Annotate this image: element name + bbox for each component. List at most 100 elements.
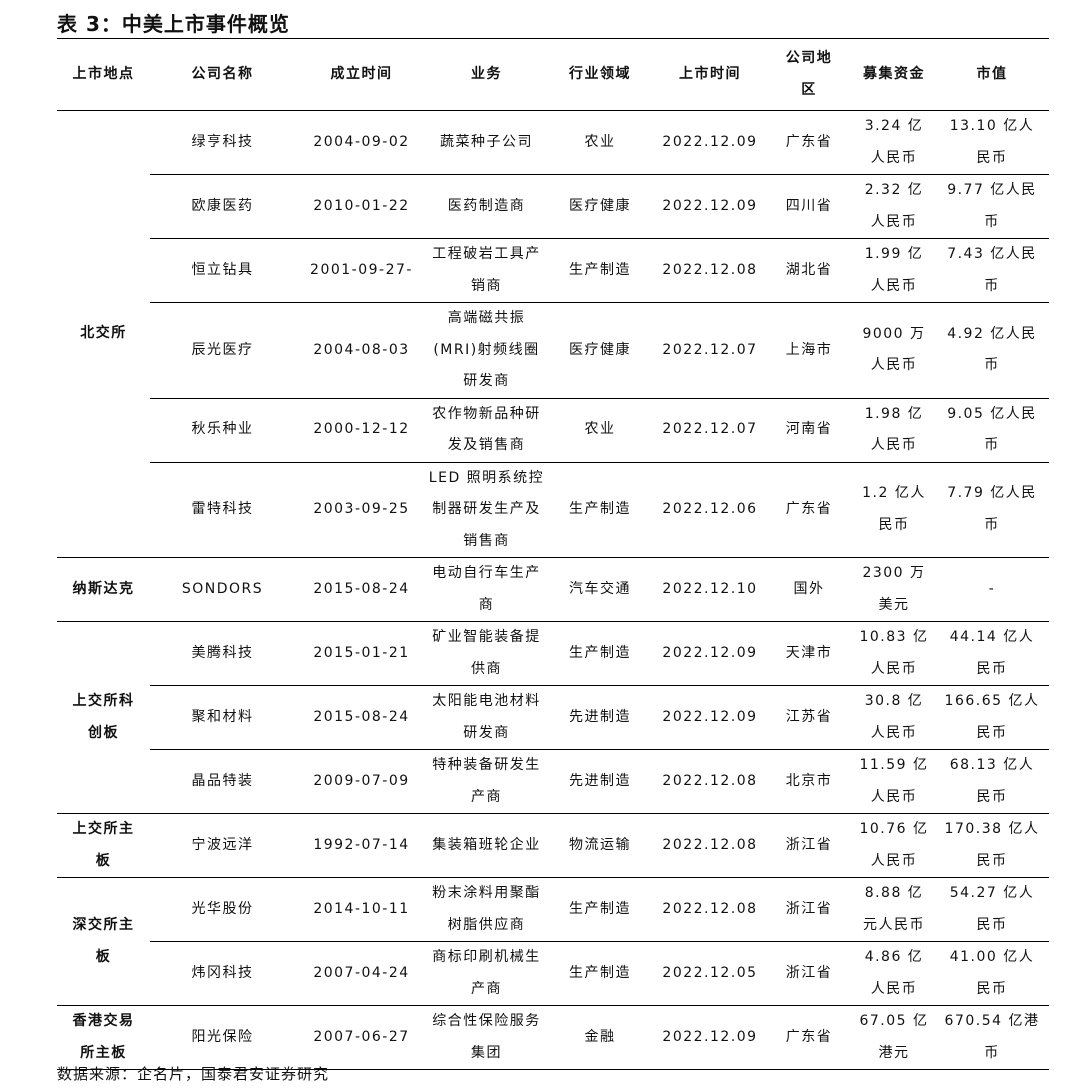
table-row: 辰光医疗 2004-08-03 高端磁共振 (MRI)射频线圈 研发商 医疗健康 202… xyxy=(57,302,1049,399)
market-cap: 7.43 亿人民 币 xyxy=(935,238,1049,303)
company-name: 光华股份 xyxy=(150,877,295,942)
company-name: 恒立钻具 xyxy=(150,238,295,303)
founded-date: 2015-08-24 xyxy=(295,685,428,750)
region: 广东省 xyxy=(765,110,853,175)
source-note: 数据来源：企名片，国泰君安证券研究 xyxy=(57,1065,330,1083)
founded-date: 2009-07-09 xyxy=(295,749,428,814)
table-row: 欧康医药 2010-01-22 医药制造商 医疗健康 2022.12.09 四川省 2.32… xyxy=(57,174,1049,239)
funds-raised: 1.98 亿 人民币 xyxy=(853,398,935,463)
market-cap: 166.65 亿人 民币 xyxy=(935,685,1049,750)
table-title: 表 3：中美上市事件概览 xyxy=(57,12,290,36)
business: 粉末涂料用聚酯 树脂供应商 xyxy=(428,877,545,942)
market-cap: 7.79 亿人民 币 xyxy=(935,462,1049,558)
funds-raised: 1.2 亿人 民币 xyxy=(853,462,935,558)
table-header-row: 上市地点 公司名称 成立时间 业务 行业领域 上市时间 公司地 区募集资金 市值 xyxy=(57,38,1049,111)
market-cap: 44.14 亿人 民币 xyxy=(935,621,1049,686)
company-name: 美腾科技 xyxy=(150,621,295,686)
company-name: 欧康医药 xyxy=(150,174,295,239)
listing-date: 2022.12.09 xyxy=(655,621,765,686)
industry: 医疗健康 xyxy=(545,302,655,399)
region: 北京市 xyxy=(765,749,853,814)
business: 太阳能电池材料 研发商 xyxy=(428,685,545,750)
listing-date: 2022.12.06 xyxy=(655,462,765,558)
ipo-events-table: 上市地点 公司名称 成立时间 业务 行业领域 上市时间 公司地 区募集资金 市值 北交所 绿亨科… xyxy=(57,38,1049,1070)
industry: 金融 xyxy=(545,1005,655,1070)
founded-date: 2004-08-03 xyxy=(295,302,428,399)
industry: 生产制造 xyxy=(545,238,655,303)
company-name: 聚和材料 xyxy=(150,685,295,750)
region: 国外 xyxy=(765,557,853,622)
industry: 汽车交通 xyxy=(545,557,655,622)
table-row: 聚和材料 2015-08-24 太阳能电池材料 研发商 先进制造 2022.12.09 江… xyxy=(57,685,1049,750)
funds-raised: 2300 万 美元 xyxy=(853,557,935,622)
market-cap: 9.77 亿人民 币 xyxy=(935,174,1049,239)
company-name: 辰光医疗 xyxy=(150,302,295,399)
market-cap: 9.05 亿人民 币 xyxy=(935,398,1049,463)
market-cap: 54.27 亿人 民币 xyxy=(935,877,1049,942)
column-header: 上市地点 xyxy=(57,38,150,111)
business: 商标印刷机械生 产商 xyxy=(428,941,545,1006)
industry: 先进制造 xyxy=(545,749,655,814)
column-header: 成立时间 xyxy=(295,38,428,111)
table-row: 雷特科技 2003-09-25 LED 照明系统控 制器研发生产及 销售商 生产制造 2… xyxy=(57,462,1049,558)
column-header: 公司名称 xyxy=(150,38,295,111)
industry: 物流运输 xyxy=(545,813,655,878)
company-name: 宁波远洋 xyxy=(150,813,295,878)
listing-date: 2022.12.08 xyxy=(655,813,765,878)
funds-raised: 2.32 亿 人民币 xyxy=(853,174,935,239)
business: 电动自行车生产 商 xyxy=(428,557,545,622)
table-row: 香港交易 所主板 阳光保险 2007-06-27 综合性保险服务 集团 金融 2022.1… xyxy=(57,1005,1049,1070)
column-header: 募集资金 xyxy=(853,38,935,111)
market-cap: 13.10 亿人 民币 xyxy=(935,110,1049,175)
region: 江苏省 xyxy=(765,685,853,750)
business: 高端磁共振 (MRI)射频线圈 研发商 xyxy=(428,302,545,399)
funds-raised: 8.88 亿 元人民币 xyxy=(853,877,935,942)
region: 天津市 xyxy=(765,621,853,686)
column-header: 上市时间 xyxy=(655,38,765,111)
founded-date: 2015-01-21 xyxy=(295,621,428,686)
company-name: SONDORS xyxy=(150,557,295,622)
market-cap: 41.00 亿人 民币 xyxy=(935,941,1049,1006)
funds-raised: 9000 万 人民币 xyxy=(853,302,935,399)
funds-raised: 4.86 亿 人民币 xyxy=(853,941,935,1006)
table-row: 深交所主 板光华股份 2014-10-11 粉末涂料用聚酯 树脂供应商 生产制造 202… xyxy=(57,877,1049,1006)
industry: 生产制造 xyxy=(545,462,655,558)
industry: 农业 xyxy=(545,398,655,463)
founded-date: 1992-07-14 xyxy=(295,813,428,878)
listing-date: 2022.12.09 xyxy=(655,1005,765,1070)
company-name: 阳光保险 xyxy=(150,1005,295,1070)
company-name: 雷特科技 xyxy=(150,462,295,558)
region: 广东省 xyxy=(765,1005,853,1070)
industry: 医疗健康 xyxy=(545,174,655,239)
listing-date: 2022.12.09 xyxy=(655,110,765,175)
business: 矿业智能装备提 供商 xyxy=(428,621,545,686)
table-row: 恒立钻具 2001-09-27- 工程破岩工具产 销商 生产制造 2022.12.08 湖… xyxy=(57,238,1049,303)
table-row: 上交所主 板宁波远洋 1992-07-14 集装箱班轮企业 物流运输 2022.12.0… xyxy=(57,813,1049,878)
table-row: 北交所 绿亨科技 2004-09-02 蔬菜种子公司 农业 2022.12.09 广东省 3.… xyxy=(57,110,1049,558)
table-row: 炜冈科技 2007-04-24 商标印刷机械生 产商 生产制造 2022.12.05 浙江… xyxy=(57,941,1049,1006)
founded-date: 2003-09-25 xyxy=(295,462,428,558)
listing-venue: 上交所主 板 xyxy=(57,813,150,878)
business: 农作物新品种研 发及销售商 xyxy=(428,398,545,463)
funds-raised: 10.83 亿 人民币 xyxy=(853,621,935,686)
business: 医药制造商 xyxy=(428,174,545,239)
region: 湖北省 xyxy=(765,238,853,303)
business: 工程破岩工具产 销商 xyxy=(428,238,545,303)
listing-date: 2022.12.09 xyxy=(655,174,765,239)
table-row: 上交所科 创板 美腾科技 2015-01-21 矿业智能装备提 供商 生产制造 2022.… xyxy=(57,621,1049,814)
listing-date: 2022.12.07 xyxy=(655,398,765,463)
founded-date: 2004-09-02 xyxy=(295,110,428,175)
industry: 农业 xyxy=(545,110,655,175)
business: 特种装备研发生 产商 xyxy=(428,749,545,814)
founded-date: 2015-08-24 xyxy=(295,557,428,622)
company-name: 绿亨科技 xyxy=(150,110,295,175)
founded-date: 2007-06-27 xyxy=(295,1005,428,1070)
founded-date: 2014-10-11 xyxy=(295,877,428,942)
listing-date: 2022.12.07 xyxy=(655,302,765,399)
table-row: 秋乐种业 2000-12-12 农作物新品种研 发及销售商 农业 2022.12.07 河… xyxy=(57,398,1049,463)
industry: 生产制造 xyxy=(545,621,655,686)
founded-date: 2007-04-24 xyxy=(295,941,428,1006)
listing-venue: 深交所主 板 xyxy=(57,877,150,1006)
company-name: 秋乐种业 xyxy=(150,398,295,463)
business: LED 照明系统控 制器研发生产及 销售商 xyxy=(428,462,545,558)
